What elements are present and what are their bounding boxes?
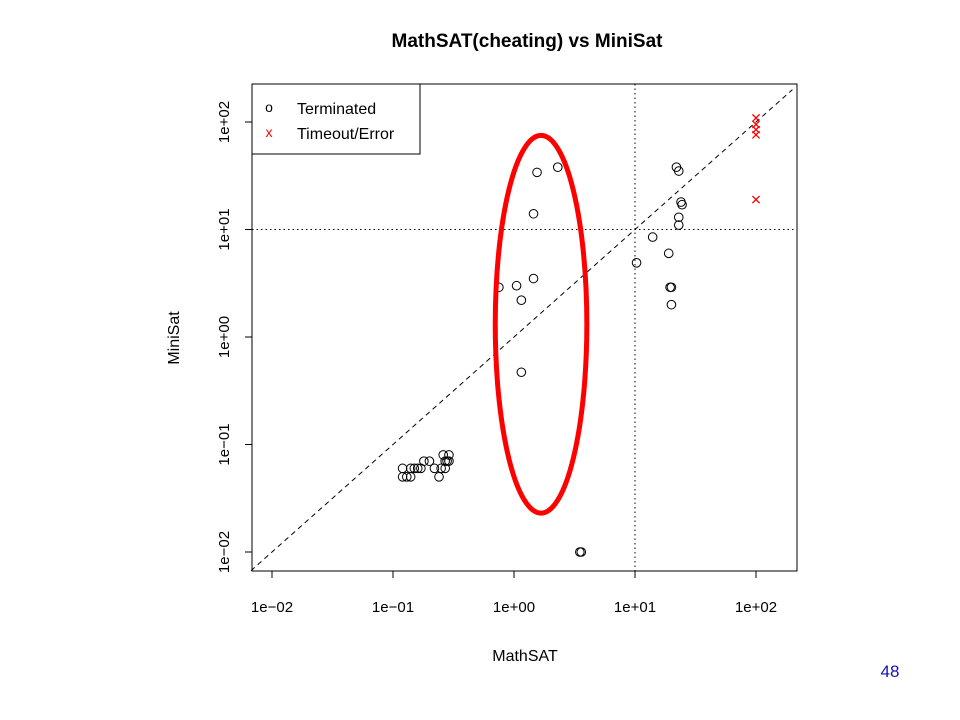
data-point-terminated bbox=[516, 295, 527, 305]
data-point-terminated bbox=[516, 367, 527, 378]
diagonal-line-layer bbox=[250, 89, 793, 572]
data-point-terminated bbox=[424, 456, 435, 466]
grid-lines bbox=[252, 84, 797, 571]
data-point-terminated bbox=[532, 167, 542, 178]
y-tick-label: 1e−01 bbox=[216, 423, 233, 465]
data-point-terminated bbox=[673, 212, 684, 223]
legend-label-terminated: Terminated bbox=[297, 101, 376, 118]
y-tick-label: 1e+00 bbox=[216, 316, 233, 358]
data-point-terminated bbox=[666, 299, 677, 310]
data-point-terminated bbox=[419, 456, 429, 466]
highlight-ellipse bbox=[492, 132, 590, 516]
data-point-terminated bbox=[677, 199, 687, 210]
diagonal-line bbox=[250, 89, 793, 572]
data-point-terminated bbox=[429, 463, 440, 474]
data-point-timeout bbox=[751, 195, 761, 204]
y-tick-label: 1e+01 bbox=[216, 208, 233, 250]
data-point-terminated bbox=[401, 472, 412, 482]
x-axis-label: MathSAT bbox=[492, 648, 558, 665]
data-point-terminated bbox=[436, 463, 446, 474]
data-point-terminated bbox=[405, 463, 416, 474]
data-point-timeout-stroke bbox=[751, 195, 761, 204]
data-point-terminated bbox=[673, 166, 684, 176]
data-point-timeout-stroke bbox=[751, 130, 761, 139]
annotation-layer bbox=[492, 132, 590, 516]
x-tick-label: 1e+02 bbox=[735, 599, 777, 616]
data-point-terminated bbox=[647, 232, 658, 242]
y-tick-label: 1e+02 bbox=[216, 101, 233, 143]
legend-label-timeout: Timeout/Error bbox=[297, 126, 395, 143]
data-point-terminated bbox=[576, 547, 587, 557]
x-tick-label: 1e+00 bbox=[493, 599, 535, 616]
data-point-terminated bbox=[552, 162, 563, 172]
legend-symbol-timeout: x bbox=[266, 124, 273, 140]
data-point-terminated bbox=[397, 463, 408, 474]
x-tick-label: 1e−01 bbox=[372, 599, 414, 616]
data-point-timeout-stroke bbox=[751, 113, 761, 123]
data-point-terminated bbox=[673, 220, 684, 230]
data-point-terminated bbox=[528, 208, 539, 219]
data-point-terminated bbox=[444, 450, 454, 460]
legend-symbol-terminated: o bbox=[265, 99, 273, 115]
y-axis: 1e−02 1e−01 1e+00 1e+01 1e+02 bbox=[216, 101, 253, 573]
data-point-terminated bbox=[434, 472, 444, 482]
data-point-timeout bbox=[751, 113, 761, 123]
data-point-terminated bbox=[412, 463, 423, 474]
data-point-terminated bbox=[631, 258, 642, 268]
data-point-terminated bbox=[666, 282, 677, 293]
data-point-terminated bbox=[663, 248, 674, 259]
data-point-timeout bbox=[751, 130, 761, 139]
x-tick-label: 1e−02 bbox=[251, 599, 293, 616]
data-point-terminated bbox=[409, 463, 420, 474]
x-tick-label: 1e+01 bbox=[614, 599, 656, 616]
x-axis: 1e−02 1e−01 1e+00 1e+01 1e+02 bbox=[251, 570, 777, 616]
chart-title: MathSAT(cheating) vs MiniSat bbox=[392, 31, 664, 52]
y-axis-label: MiniSat bbox=[166, 311, 183, 365]
legend: o Terminated x Timeout/Error bbox=[251, 83, 421, 155]
slide-page-number: 48 bbox=[880, 662, 900, 681]
data-point-terminated bbox=[528, 273, 539, 284]
y-tick-label: 1e−02 bbox=[216, 531, 233, 573]
data-point-terminated bbox=[444, 456, 454, 466]
data-point-terminated bbox=[511, 280, 522, 291]
data-points bbox=[397, 113, 761, 557]
legend-box bbox=[251, 83, 421, 155]
